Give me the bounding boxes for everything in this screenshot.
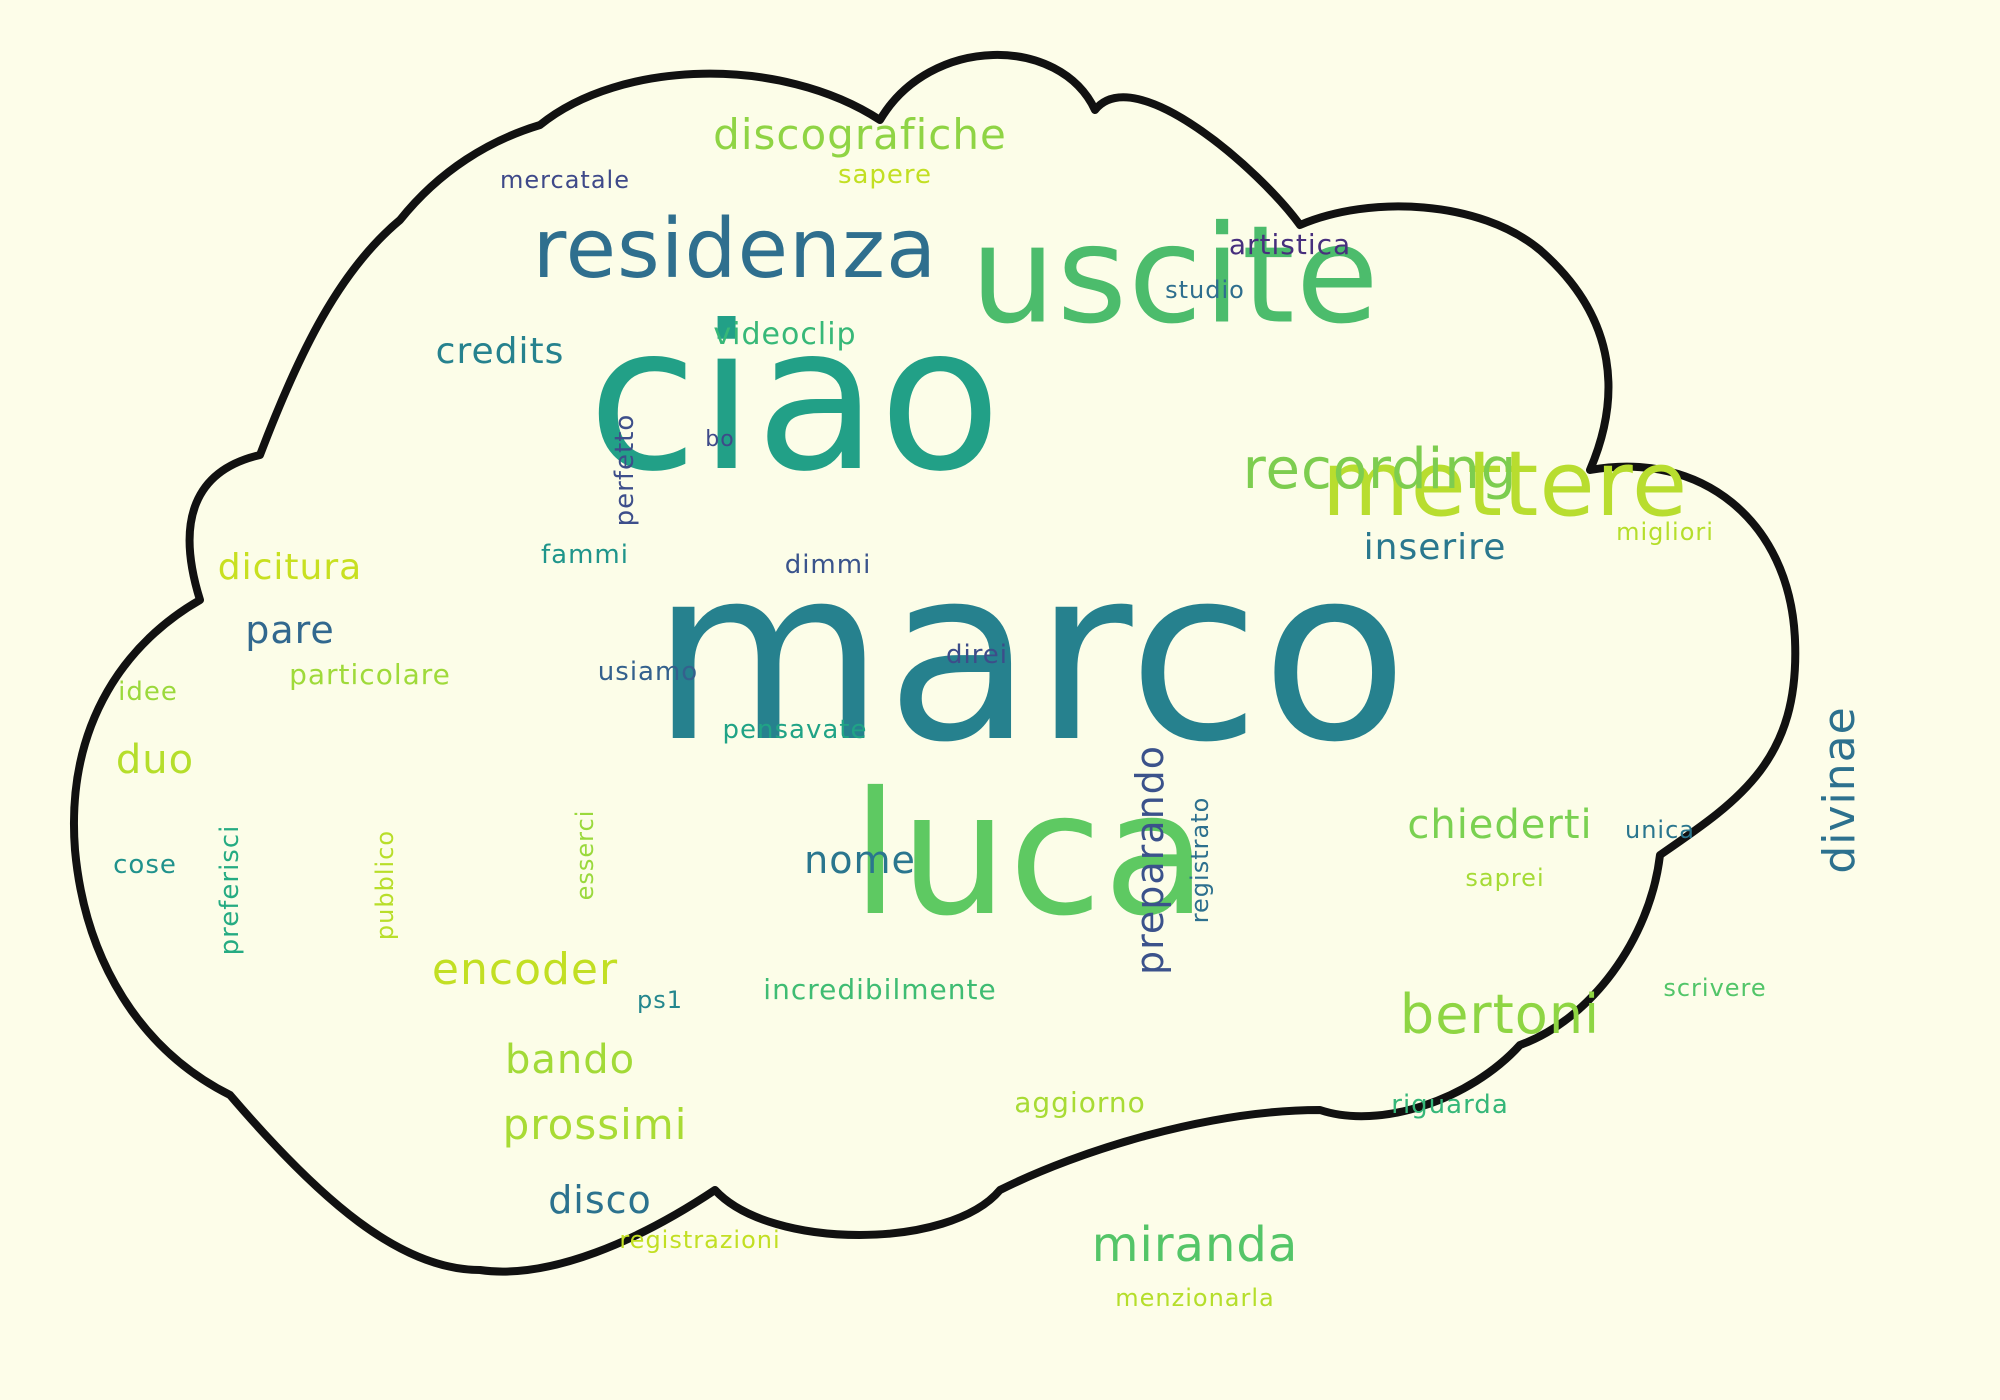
word-discografiche: discografiche	[713, 110, 1007, 159]
word-direi: direi	[945, 640, 1009, 670]
word-idee: idee	[118, 677, 178, 707]
word-studio: studio	[1165, 276, 1245, 304]
word-esserci: esserci	[571, 809, 599, 901]
word-bo: bo	[705, 427, 735, 452]
word-usiamo: usiamo	[597, 657, 699, 687]
word-pubblico: pubblico	[371, 829, 399, 941]
word-ciao: ciao	[587, 283, 1003, 516]
word-menzionarla: menzionarla	[1115, 1284, 1275, 1312]
word-registrato: registrato	[1186, 796, 1214, 924]
word-preferisci: preferisci	[215, 824, 245, 956]
word-nome: nome	[804, 838, 916, 882]
word-recording: recording	[1242, 437, 1518, 502]
word-cose: cose	[113, 850, 177, 880]
word-registrazioni: registrazioni	[619, 1226, 781, 1254]
word-dimmi: dimmi	[784, 550, 872, 580]
word-ps1: ps1	[636, 986, 684, 1014]
word-riguarda: riguarda	[1391, 1090, 1509, 1120]
word-bando: bando	[504, 1037, 636, 1083]
word-preparando: preparando	[1128, 744, 1172, 976]
word-disco: disco	[548, 1178, 652, 1222]
word-videoclip: videoclip	[713, 317, 857, 352]
word-chiederti: chiederti	[1407, 802, 1593, 848]
word-prossimi: prossimi	[502, 1100, 688, 1149]
word-migliori: migliori	[1616, 518, 1714, 546]
word-bertoni: bertoni	[1399, 983, 1601, 1046]
word-perfetto: perfetto	[610, 413, 640, 527]
word-miranda: miranda	[1091, 1217, 1299, 1273]
word-incredibilmente: incredibilmente	[763, 973, 997, 1006]
word-dicitura: dicitura	[217, 547, 363, 588]
word-mettere: mettere	[1321, 432, 1689, 537]
word-artistica: artistica	[1228, 228, 1352, 261]
word-saprei: saprei	[1465, 864, 1545, 892]
word-luca: luca	[851, 756, 1209, 954]
word-uscite: uscite	[970, 196, 1380, 354]
word-encoder: encoder	[431, 944, 619, 995]
word-fammi: fammi	[541, 540, 629, 570]
word-mercatale: mercatale	[500, 166, 630, 194]
word-pensavate: pensavate	[722, 715, 868, 745]
word-scrivere: scrivere	[1663, 974, 1767, 1002]
word-inserire: inserire	[1363, 527, 1507, 568]
word-unica: unica	[1625, 816, 1695, 844]
cloud-outline	[70, 51, 1800, 1276]
word-duo: duo	[115, 737, 195, 783]
word-residenza: residenza	[532, 202, 938, 297]
word-marco: marco	[650, 515, 1410, 795]
word-aggiorno: aggiorno	[1014, 1086, 1146, 1119]
word-pare: pare	[245, 608, 335, 652]
word-divinae: divinae	[1814, 706, 1865, 874]
word-credits: credits	[435, 331, 565, 372]
word-particolare: particolare	[289, 658, 451, 691]
word-sapere: sapere	[837, 160, 933, 190]
